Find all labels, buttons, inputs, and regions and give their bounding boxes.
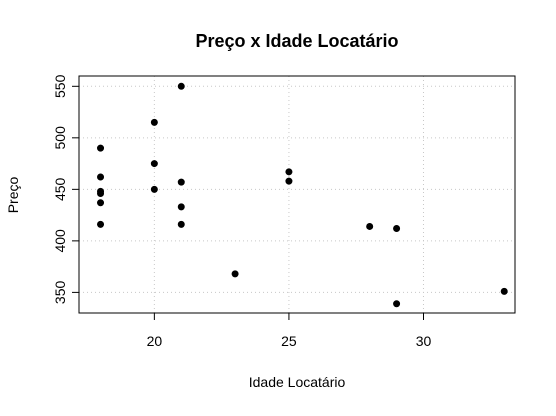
x-tick-label: 30	[416, 333, 432, 349]
data-point	[97, 199, 105, 207]
data-point	[97, 220, 105, 228]
y-axis: 350 400 450 500 550	[52, 74, 79, 304]
y-tick-label: 500	[52, 126, 68, 150]
data-point	[285, 177, 293, 185]
data-point	[177, 82, 185, 90]
data-point	[285, 168, 293, 176]
y-tick-label: 400	[52, 229, 68, 253]
data-point	[150, 185, 158, 193]
chart-title: Preço x Idade Locatário	[195, 31, 398, 51]
x-tick-label: 25	[281, 333, 297, 349]
data-point	[231, 270, 239, 278]
x-axis: 20 25 30	[147, 313, 432, 349]
data-point	[150, 160, 158, 168]
data-point	[97, 173, 105, 181]
data-point	[177, 220, 185, 228]
y-tick-label: 450	[52, 177, 68, 201]
x-tick-label: 20	[147, 333, 163, 349]
data-point	[97, 144, 105, 152]
y-tick-label: 350	[52, 280, 68, 304]
data-point	[500, 287, 508, 295]
grid-lines	[79, 76, 515, 313]
data-point	[97, 189, 105, 197]
data-point	[150, 118, 158, 126]
data-points	[97, 82, 508, 308]
plot-frame	[78, 75, 516, 314]
data-point	[393, 225, 401, 233]
y-axis-label: Preço	[5, 177, 21, 214]
x-axis-label: Idade Locatário	[249, 374, 346, 390]
data-point	[177, 203, 185, 211]
y-tick-label: 550	[52, 74, 68, 98]
data-point	[366, 222, 374, 230]
data-point	[393, 300, 401, 308]
data-point	[177, 178, 185, 186]
